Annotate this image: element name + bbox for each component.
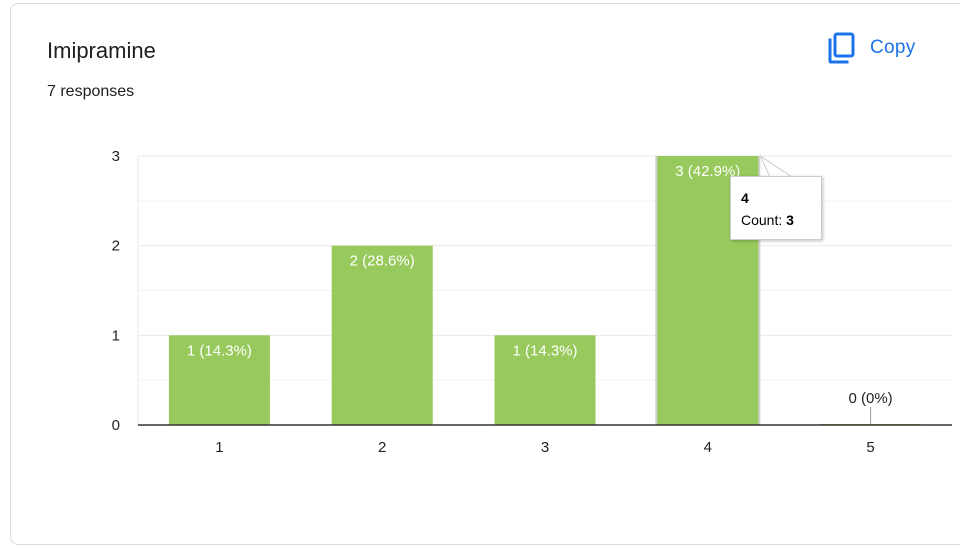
x-tick-label: 5 bbox=[866, 439, 874, 456]
y-tick-label: 0 bbox=[112, 417, 120, 434]
data-label: 1 (14.3%) bbox=[187, 342, 252, 359]
chart-tooltip: 4 Count: 3 bbox=[730, 176, 822, 240]
data-label: 2 (28.6%) bbox=[350, 253, 415, 270]
tooltip-category: 4 bbox=[741, 190, 749, 206]
tooltip-pointer bbox=[759, 154, 794, 178]
bar-chart: 0 1 2 3 1 (14.3%) 1 2 (28.6%) 2 1 (14.3%) 3 3 (42.… bbox=[112, 148, 952, 456]
x-tick-label: 4 bbox=[704, 439, 712, 456]
copy-button[interactable]: Copy bbox=[826, 30, 916, 66]
question-card bbox=[10, 3, 960, 545]
data-label: 1 (14.3%) bbox=[512, 342, 577, 359]
y-tick-label: 3 bbox=[112, 148, 120, 165]
data-label: 3 (42.9%) bbox=[675, 163, 740, 180]
x-tick-label: 2 bbox=[378, 439, 386, 456]
data-label: 0 (0%) bbox=[849, 390, 893, 407]
bar bbox=[494, 335, 596, 425]
tooltip-count-label: Count: bbox=[741, 212, 787, 228]
response-count: 7 responses bbox=[47, 83, 135, 100]
y-tick-label: 2 bbox=[112, 238, 120, 255]
y-tick-label: 1 bbox=[112, 327, 120, 344]
x-tick-label: 3 bbox=[541, 439, 549, 456]
question-title: Imipramine bbox=[47, 38, 156, 63]
bar bbox=[331, 245, 433, 425]
bar bbox=[168, 335, 270, 425]
x-tick-label: 1 bbox=[215, 439, 223, 456]
tooltip-count-value: 3 bbox=[786, 212, 794, 228]
copy-icon bbox=[826, 31, 856, 65]
copy-label: Copy bbox=[870, 37, 916, 58]
